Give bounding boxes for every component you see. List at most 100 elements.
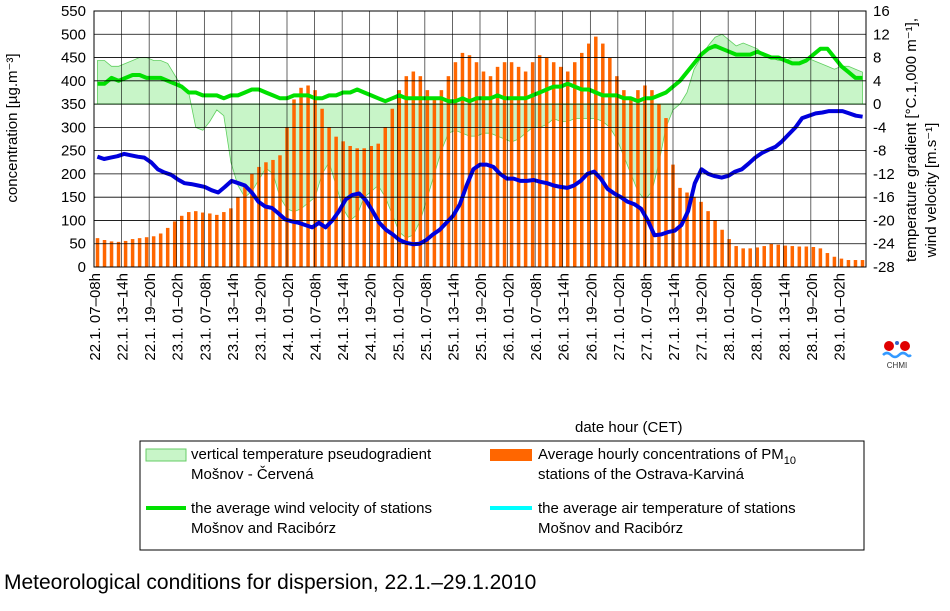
y-right-tick-label: 0: [873, 96, 881, 113]
y-right-tick-label: -20: [873, 213, 895, 230]
pm10-bar: [481, 71, 486, 267]
pm10-bar: [685, 192, 689, 267]
pm10-bar: [769, 243, 774, 267]
pm10-bar: [158, 233, 163, 267]
pm10-bar: [762, 246, 766, 267]
pm10-bar: [390, 108, 395, 267]
x-tick-label: 22.1. 13–14h: [115, 273, 132, 361]
pm10-bar: [734, 246, 738, 267]
y-right-title-2: wind velocity [m.s⁻¹]: [923, 123, 940, 259]
pm10-bar: [565, 71, 570, 267]
pm10-bar: [418, 76, 423, 267]
y-left-tick-label: 0: [78, 259, 86, 276]
pm10-bar: [271, 159, 275, 267]
chmi-logo-icon: CHMI: [882, 341, 912, 370]
pm10-bar: [741, 248, 745, 267]
pm10-bar: [804, 246, 809, 267]
pm10-bar: [622, 90, 626, 267]
pm10-bar: [551, 62, 556, 268]
pm10-bar: [243, 185, 247, 267]
axes: 0 50 100 150 200 250 300 350 400 450 500 550 -28 -24 -…: [61, 3, 895, 361]
pm10-bar: [453, 62, 458, 268]
pm10-bar: [860, 260, 865, 267]
pm10-bar: [362, 148, 366, 267]
pm10-bar: [853, 260, 858, 267]
pm10-bar: [846, 260, 851, 267]
pm10-bar: [643, 85, 647, 267]
pm10-bar: [755, 247, 759, 267]
y-right-tick-label: -12: [873, 166, 895, 183]
pm10-bar: [488, 76, 493, 267]
pm10-bar: [116, 241, 121, 267]
pm10-bar: [587, 43, 591, 267]
x-tick-label: 27.1. 19–20h: [694, 273, 711, 361]
y-right-tick-label: -28: [873, 259, 895, 276]
pm10-bar: [355, 148, 359, 267]
pm10-bar: [650, 90, 654, 267]
pm10-bar: [186, 212, 191, 267]
x-tick-label: 22.1. 07–08h: [87, 273, 104, 361]
y-left-tick-label: 400: [61, 73, 86, 90]
chmi-logo: CHMI: [880, 338, 914, 370]
x-tick-label: 25.1. 13–14h: [445, 273, 462, 361]
pm10-bar: [509, 62, 514, 268]
pm10-bar: [397, 90, 402, 267]
y-left-tick-label: 50: [69, 236, 86, 253]
pm10-bar: [748, 248, 752, 267]
pm10-bar: [215, 214, 219, 267]
pm10-bar: [278, 155, 282, 267]
legend-label-1b: Mošnov - Červená: [191, 466, 314, 483]
plot-frame: [93, 10, 867, 268]
pm10-bar: [572, 62, 577, 268]
x-tick-label: 28.1. 19–20h: [804, 273, 821, 361]
pm10-bar: [165, 227, 170, 267]
y-left-title: concentration [µg.m⁻³]: [4, 53, 21, 202]
legend-label-3b: Mošnov and Racibórz: [191, 520, 336, 537]
legend-label-1a: vertical temperature pseudogradient: [191, 446, 432, 463]
y-right-tick-label: -8: [873, 143, 886, 160]
pm10-bar: [208, 213, 212, 267]
pm10-bar: [229, 208, 233, 267]
pm10-bar: [825, 253, 830, 267]
pm10-bar: [516, 66, 521, 267]
x-tick-label: 26.1. 19–20h: [583, 273, 600, 361]
pm10-bar: [790, 246, 795, 267]
pm10-bar: [425, 90, 430, 267]
x-tick-label: 26.1. 01–02h: [501, 273, 518, 361]
pm10-bar: [608, 57, 612, 267]
x-tick-label: 24.1. 19–20h: [363, 273, 380, 361]
pm10-bar: [544, 57, 549, 267]
pm10-bar: [692, 197, 696, 267]
pm10-bar: [706, 211, 710, 267]
pm10-bar: [201, 212, 205, 267]
pm10-bar: [109, 241, 114, 267]
pm10-bar: [264, 162, 268, 267]
x-tick-label: 23.1. 13–14h: [225, 273, 242, 361]
pm10-bar: [797, 246, 802, 267]
pm10-bar: [467, 55, 472, 267]
pm10-bar: [629, 99, 633, 267]
pm10-bar: [411, 71, 416, 267]
x-title: date hour (CET): [575, 419, 683, 436]
pm10-bar: [151, 236, 156, 267]
x-tick-label: 28.1. 07–08h: [749, 273, 766, 361]
x-tick-label: 25.1. 19–20h: [473, 273, 490, 361]
legend: vertical temperature pseudogradient Mošn…: [139, 440, 865, 551]
y-left-tick-label: 350: [61, 96, 86, 113]
x-tick-label: 28.1. 01–02h: [721, 273, 738, 361]
legend-label-2a: Average hourly concentrations of PM10: [538, 446, 796, 467]
y-left-tick-label: 500: [61, 26, 86, 43]
y-left-tick-label: 550: [61, 3, 86, 20]
pm10-bar: [615, 76, 619, 267]
x-tick-label: 29.1. 01–02h: [831, 273, 848, 361]
y-left-tick-label: 150: [61, 189, 86, 206]
pm10-bar: [474, 62, 479, 268]
x-tick-label: 23.1. 01–02h: [170, 273, 187, 361]
pm10-bar: [299, 87, 303, 267]
pm10-bar: [558, 66, 563, 267]
pm10-bar: [320, 108, 324, 267]
x-tick-label: 27.1. 01–02h: [611, 273, 628, 361]
legend-swatch-bar: [490, 449, 532, 461]
y-right-tick-label: -16: [873, 189, 895, 206]
